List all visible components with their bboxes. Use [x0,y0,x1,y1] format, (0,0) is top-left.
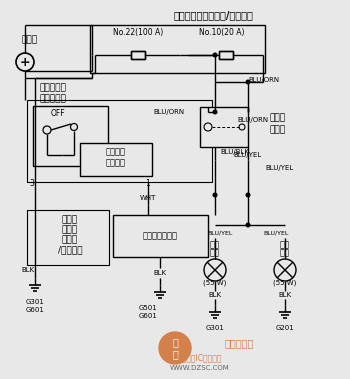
Bar [80,143,152,176]
Text: 室盖下: 室盖下 [62,226,78,235]
Text: G301: G301 [205,325,224,331]
Bar [27,100,212,182]
Circle shape [246,80,250,84]
Text: /继电器盒: /继电器盒 [58,246,82,255]
Bar [131,51,145,59]
Text: 组合开关: 组合开关 [106,147,126,157]
Text: WWW.DZSC.COM: WWW.DZSC.COM [170,365,230,371]
Bar [90,25,265,73]
Text: G601: G601 [139,313,158,319]
Text: 前雾灯开关: 前雾灯开关 [40,94,67,103]
Text: BLK: BLK [279,292,292,298]
Text: G301: G301 [26,299,44,305]
Text: 前雾灯: 前雾灯 [270,113,286,122]
Text: 蓄电池: 蓄电池 [22,35,38,44]
Text: (55 W): (55 W) [273,280,297,286]
Circle shape [159,332,191,364]
Text: BLU/ORN: BLU/ORN [248,77,279,83]
Text: BLU/BLK: BLU/BLK [220,149,250,155]
Text: 组合灯开关: 组合灯开关 [40,83,67,92]
Text: 全球最佳IC采购网址: 全球最佳IC采购网址 [178,354,222,362]
Text: OFF: OFF [51,110,65,119]
Text: G201: G201 [276,325,294,331]
Text: 继电器: 继电器 [270,125,286,135]
Text: 右前: 右前 [280,241,290,249]
Text: 3: 3 [29,179,34,188]
Text: BLU/YEL: BLU/YEL [265,165,293,171]
Text: (55 W): (55 W) [203,280,227,286]
Text: G601: G601 [26,307,44,313]
Text: 保险丝: 保险丝 [62,235,78,244]
Circle shape [246,223,250,227]
Text: BLU/YEL: BLU/YEL [207,230,233,235]
Text: 左前: 左前 [210,241,220,249]
Text: 雾灯: 雾灯 [210,249,220,257]
Text: 发动机: 发动机 [62,216,78,224]
Text: No.10(20 A): No.10(20 A) [199,28,245,38]
Text: No.22(100 A): No.22(100 A) [113,28,163,38]
Text: BLU/YEL: BLU/YEL [263,230,289,235]
Text: WHT: WHT [140,195,156,201]
Text: 继电器电控单元: 继电器电控单元 [142,232,177,241]
Bar [113,215,208,257]
Text: BLU/ORN: BLU/ORN [154,109,185,115]
Circle shape [246,193,250,197]
Circle shape [213,53,217,57]
Circle shape [213,193,217,197]
Bar [33,106,108,166]
Text: BLK: BLK [21,267,35,273]
Text: BLU/YEL: BLU/YEL [234,152,262,158]
Text: 维
库: 维 库 [172,337,178,359]
Text: BLU/ORN: BLU/ORN [237,117,268,123]
Text: G501: G501 [139,305,158,311]
Circle shape [213,110,217,114]
Bar [200,107,248,147]
Text: BLK: BLK [209,292,222,298]
Text: +: + [20,55,30,69]
Text: 电子市场网: 电子市场网 [225,338,254,348]
Text: 雾灯: 雾灯 [280,249,290,257]
Text: 控制装置: 控制装置 [106,158,126,168]
Text: 发动机室盖下保险丝/继电器盒: 发动机室盖下保险丝/继电器盒 [173,10,253,20]
Text: 1: 1 [146,179,150,188]
Text: BLK: BLK [153,270,167,276]
Bar [27,210,109,265]
Bar [218,51,232,59]
